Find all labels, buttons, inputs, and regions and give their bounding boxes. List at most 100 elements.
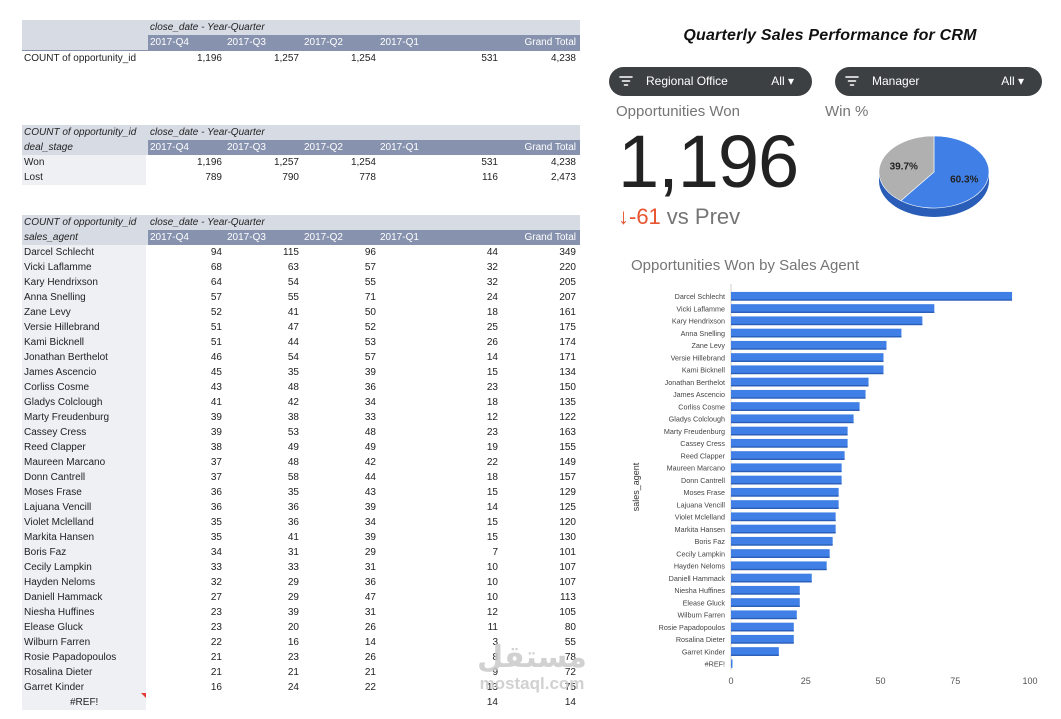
bar-shadow (731, 470, 842, 473)
table-cell: 531 (481, 157, 498, 168)
bar-shadow (731, 483, 842, 485)
table-cell: 38 (287, 412, 299, 423)
table-cell: 36 (287, 502, 299, 513)
filter-value-dropdown[interactable]: All ▾ (1001, 74, 1024, 88)
table-cell: 116 (482, 172, 498, 183)
bar-category-label: Wilburn Farren (677, 611, 725, 620)
table-cell: 155 (559, 442, 576, 453)
table-row: Wilburn Farren 22 16 14 3 55 (22, 635, 580, 650)
table-cell: 34 (364, 397, 376, 408)
measure-caption: COUNT of opportunity_id (24, 127, 137, 138)
table-cell: 54 (287, 277, 299, 288)
filter-manager[interactable]: Manager All ▾ (835, 67, 1042, 96)
table-cell: 25 (486, 322, 498, 333)
row-label: Cassey Cress (24, 427, 87, 438)
row-label: Donn Cantrell (24, 472, 86, 483)
table-cell: 48 (287, 457, 299, 468)
bar-shadow (731, 593, 800, 595)
table-cell: 33 (364, 412, 376, 423)
table-cell: 36 (287, 517, 299, 528)
bar (731, 316, 923, 325)
column-header: 2017-Q2 (304, 232, 343, 243)
table-cell: 790 (282, 172, 299, 183)
table-cell: 101 (559, 547, 576, 558)
bar-category-label: Violet Mclelland (675, 513, 725, 522)
bar-shadow (731, 519, 836, 522)
table-cell: 24 (287, 682, 299, 693)
bar (731, 500, 839, 509)
bar-category-label: Rosie Papadopoulos (659, 623, 726, 632)
bar-category-label: Gladys Colclough (669, 415, 725, 424)
table-row: Hayden Neloms 32 29 36 10 107 (22, 575, 580, 590)
table-cell: 39 (210, 412, 222, 423)
table-row: Moses Frase 36 35 43 15 129 (22, 485, 580, 500)
column-dimension-caption: close_date - Year-Quarter (150, 22, 265, 33)
pie-slice-lost (878, 135, 935, 202)
filter-value-dropdown[interactable]: All ▾ (771, 74, 794, 88)
bar-shadow (731, 458, 845, 460)
bar-category-label: Daniell Hammack (669, 574, 726, 583)
table-row: Markita Hansen 35 41 39 15 130 (22, 530, 580, 545)
row-label: Kary Hendrixson (24, 277, 98, 288)
table-cell: 57 (364, 352, 376, 363)
table-cell: 531 (481, 53, 498, 64)
table-cell: 32 (486, 262, 498, 273)
table-cell: 36 (210, 502, 222, 513)
table-row: Niesha Huffines 23 39 31 12 105 (22, 605, 580, 620)
table-cell: 207 (559, 292, 576, 303)
table-cell: 23 (210, 607, 222, 618)
column-header: 2017-Q1 (380, 37, 419, 48)
row-label: Vicki Laflamme (24, 262, 92, 273)
table-cell: 18 (486, 397, 498, 408)
table-cell: 35 (287, 367, 299, 378)
bar-shadow (731, 299, 1013, 301)
bar (731, 487, 839, 497)
row-label: Hayden Neloms (24, 577, 96, 588)
column-header: 2017-Q3 (227, 37, 266, 48)
table-cell: 107 (559, 577, 576, 588)
table-cell: 54 (287, 352, 299, 363)
bar (731, 634, 794, 644)
table-cell: 52 (364, 322, 376, 333)
table-cell: 53 (287, 427, 299, 438)
bar-category-label: Cassey Cress (680, 439, 725, 448)
column-header: 2017-Q2 (304, 142, 343, 153)
bar (731, 414, 854, 423)
table-cell: 20 (287, 622, 299, 633)
watermark: مستقل mostaql.com (462, 641, 602, 693)
x-tick-label: 50 (875, 676, 885, 686)
row-label: Darcel Schlecht (24, 247, 95, 258)
table-cell: 16 (287, 637, 299, 648)
table-cell: 36 (364, 382, 376, 393)
table-cell: 57 (364, 262, 376, 273)
column-dimension-caption: close_date - Year-Quarter (150, 217, 265, 228)
bar (731, 524, 836, 534)
pie-chart-label: Win % (825, 103, 869, 120)
table-cell: 18 (486, 307, 498, 318)
row-label: Reed Clapper (24, 442, 86, 453)
table-cell: 32 (486, 277, 498, 288)
bar-category-label: Niesha Huffines (674, 586, 725, 595)
bar (731, 328, 902, 338)
table-cell: 205 (559, 277, 576, 288)
table-cell: 9 (492, 667, 498, 678)
table-cell: 13 (486, 682, 498, 693)
table-cell: 23 (210, 622, 222, 633)
table-cell: 15 (486, 517, 498, 528)
table-cell: 10 (486, 592, 498, 603)
bar-category-label: Kary Hendrixson (672, 317, 725, 326)
table-cell: 21 (210, 652, 222, 663)
bar (731, 451, 845, 460)
table-cell: 135 (559, 397, 576, 408)
table-cell: 55 (287, 292, 299, 303)
filter-regional-office[interactable]: Regional Office All ▾ (609, 67, 812, 96)
table-cell: 42 (287, 397, 299, 408)
table-cell: 14 (564, 697, 576, 708)
table-cell: 129 (559, 487, 576, 498)
table-cell: 1,257 (273, 157, 299, 168)
column-header: 2017-Q1 (380, 232, 419, 243)
bar-category-label: Jonathan Berthelot (665, 378, 725, 387)
table-cell: 80 (564, 622, 576, 633)
row-label: Lajuana Vencill (24, 502, 92, 513)
table-cell: 94 (210, 247, 222, 258)
